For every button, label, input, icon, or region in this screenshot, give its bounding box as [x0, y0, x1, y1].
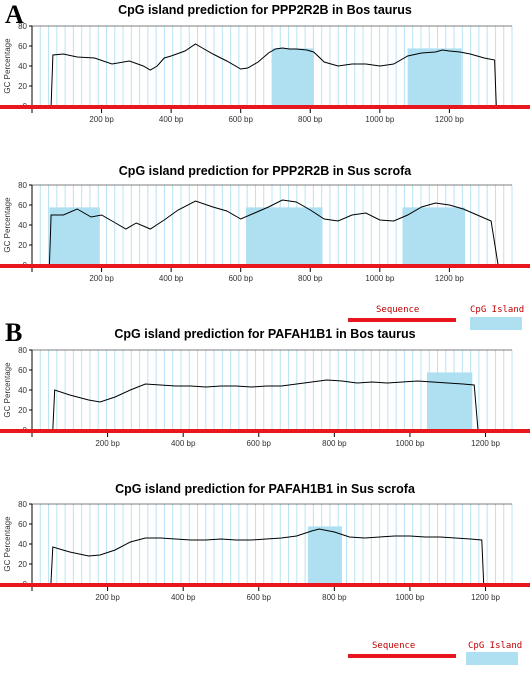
x-tick-label: 800 bp — [298, 115, 323, 124]
legend-island-swatch-b — [466, 652, 518, 665]
x-tick-label: 600 bp — [247, 593, 272, 602]
sequence-bar — [0, 429, 530, 433]
x-tick-label: 1200 bp — [471, 593, 500, 602]
y-axis-label: GC Percentage — [3, 362, 12, 418]
y-tick-label: 80 — [18, 22, 27, 31]
y-tick-label: 40 — [18, 221, 27, 230]
sequence-bar — [0, 583, 530, 587]
legend-sequence-swatch-a — [348, 318, 456, 322]
cpg-island-1 — [49, 207, 100, 265]
y-tick-label: 20 — [18, 241, 27, 250]
x-tick-label: 1000 bp — [365, 115, 394, 124]
x-tick-label: 1000 bp — [395, 439, 424, 448]
x-tick-label: 600 bp — [228, 274, 253, 283]
chart-title-4: CpG island prediction for PAFAH1B1 in Su… — [115, 482, 415, 496]
y-tick-label: 20 — [18, 406, 27, 415]
y-tick-label: 60 — [18, 201, 27, 210]
x-tick-label: 400 bp — [159, 115, 184, 124]
chart-title-1: CpG island prediction for PPP2R2B in Bos… — [118, 3, 412, 17]
y-tick-label: 60 — [18, 520, 27, 529]
cpg-island-1 — [272, 48, 314, 106]
panel-letter-b: B — [5, 318, 23, 347]
y-axis-label: GC Percentage — [3, 197, 12, 253]
x-tick-label: 1200 bp — [471, 439, 500, 448]
legend-sequence-swatch-b — [348, 654, 456, 658]
grid — [39, 26, 513, 106]
x-tick-label: 1000 bp — [395, 593, 424, 602]
grid — [39, 504, 513, 584]
legend-island-label-b: CpG Island — [468, 641, 523, 651]
x-tick-label: 800 bp — [322, 593, 347, 602]
legend-island-label-a: CpG Island — [470, 305, 525, 315]
sequence-bar — [0, 105, 530, 109]
x-tick-label: 200 bp — [89, 274, 114, 283]
gc-percentage-line — [50, 528, 485, 585]
y-tick-label: 40 — [18, 540, 27, 549]
y-tick-label: 40 — [18, 62, 27, 71]
legend-sequence-label-b: Sequence — [372, 641, 416, 651]
y-tick-label: 60 — [18, 366, 27, 375]
y-tick-label: 20 — [18, 82, 27, 91]
legend-island-swatch-a — [470, 317, 522, 330]
legend-sequence-label-a: Sequence — [376, 305, 420, 315]
x-tick-label: 200 bp — [89, 115, 114, 124]
gc-percentage-line — [52, 379, 479, 431]
cpg-island-2 — [245, 207, 323, 265]
x-tick-label: 400 bp — [159, 274, 184, 283]
y-tick-label: 40 — [18, 386, 27, 395]
cpg-island-1 — [307, 526, 342, 584]
x-tick-label: 600 bp — [247, 439, 272, 448]
cpg-island-2 — [407, 48, 462, 106]
x-tick-label: 1200 bp — [435, 274, 464, 283]
x-tick-label: 400 bp — [171, 439, 196, 448]
chart-title-2: CpG island prediction for PPP2R2B in Sus… — [118, 164, 412, 178]
y-tick-label: 20 — [18, 560, 27, 569]
y-tick-label: 80 — [18, 181, 27, 190]
y-axis-label: GC Percentage — [3, 516, 12, 572]
cpg-island-3 — [402, 207, 466, 265]
cpg-island-1 — [426, 372, 473, 430]
x-tick-label: 800 bp — [322, 439, 347, 448]
chart-title-3: CpG island prediction for PAFAH1B1 in Bo… — [114, 327, 416, 341]
x-tick-label: 1000 bp — [365, 274, 394, 283]
y-tick-label: 60 — [18, 42, 27, 51]
panel-letter-a: A — [5, 0, 24, 29]
x-tick-label: 1200 bp — [435, 115, 464, 124]
x-tick-label: 600 bp — [228, 115, 253, 124]
x-tick-label: 400 bp — [171, 593, 196, 602]
gc-percentage-line — [48, 199, 499, 266]
y-tick-label: 80 — [18, 346, 27, 355]
y-axis-label: GC Percentage — [3, 38, 12, 94]
x-tick-label: 200 bp — [95, 593, 120, 602]
y-tick-label: 80 — [18, 500, 27, 509]
sequence-bar — [0, 264, 530, 268]
x-tick-label: 800 bp — [298, 274, 323, 283]
x-tick-label: 200 bp — [95, 439, 120, 448]
gc-percentage-line — [50, 43, 497, 107]
